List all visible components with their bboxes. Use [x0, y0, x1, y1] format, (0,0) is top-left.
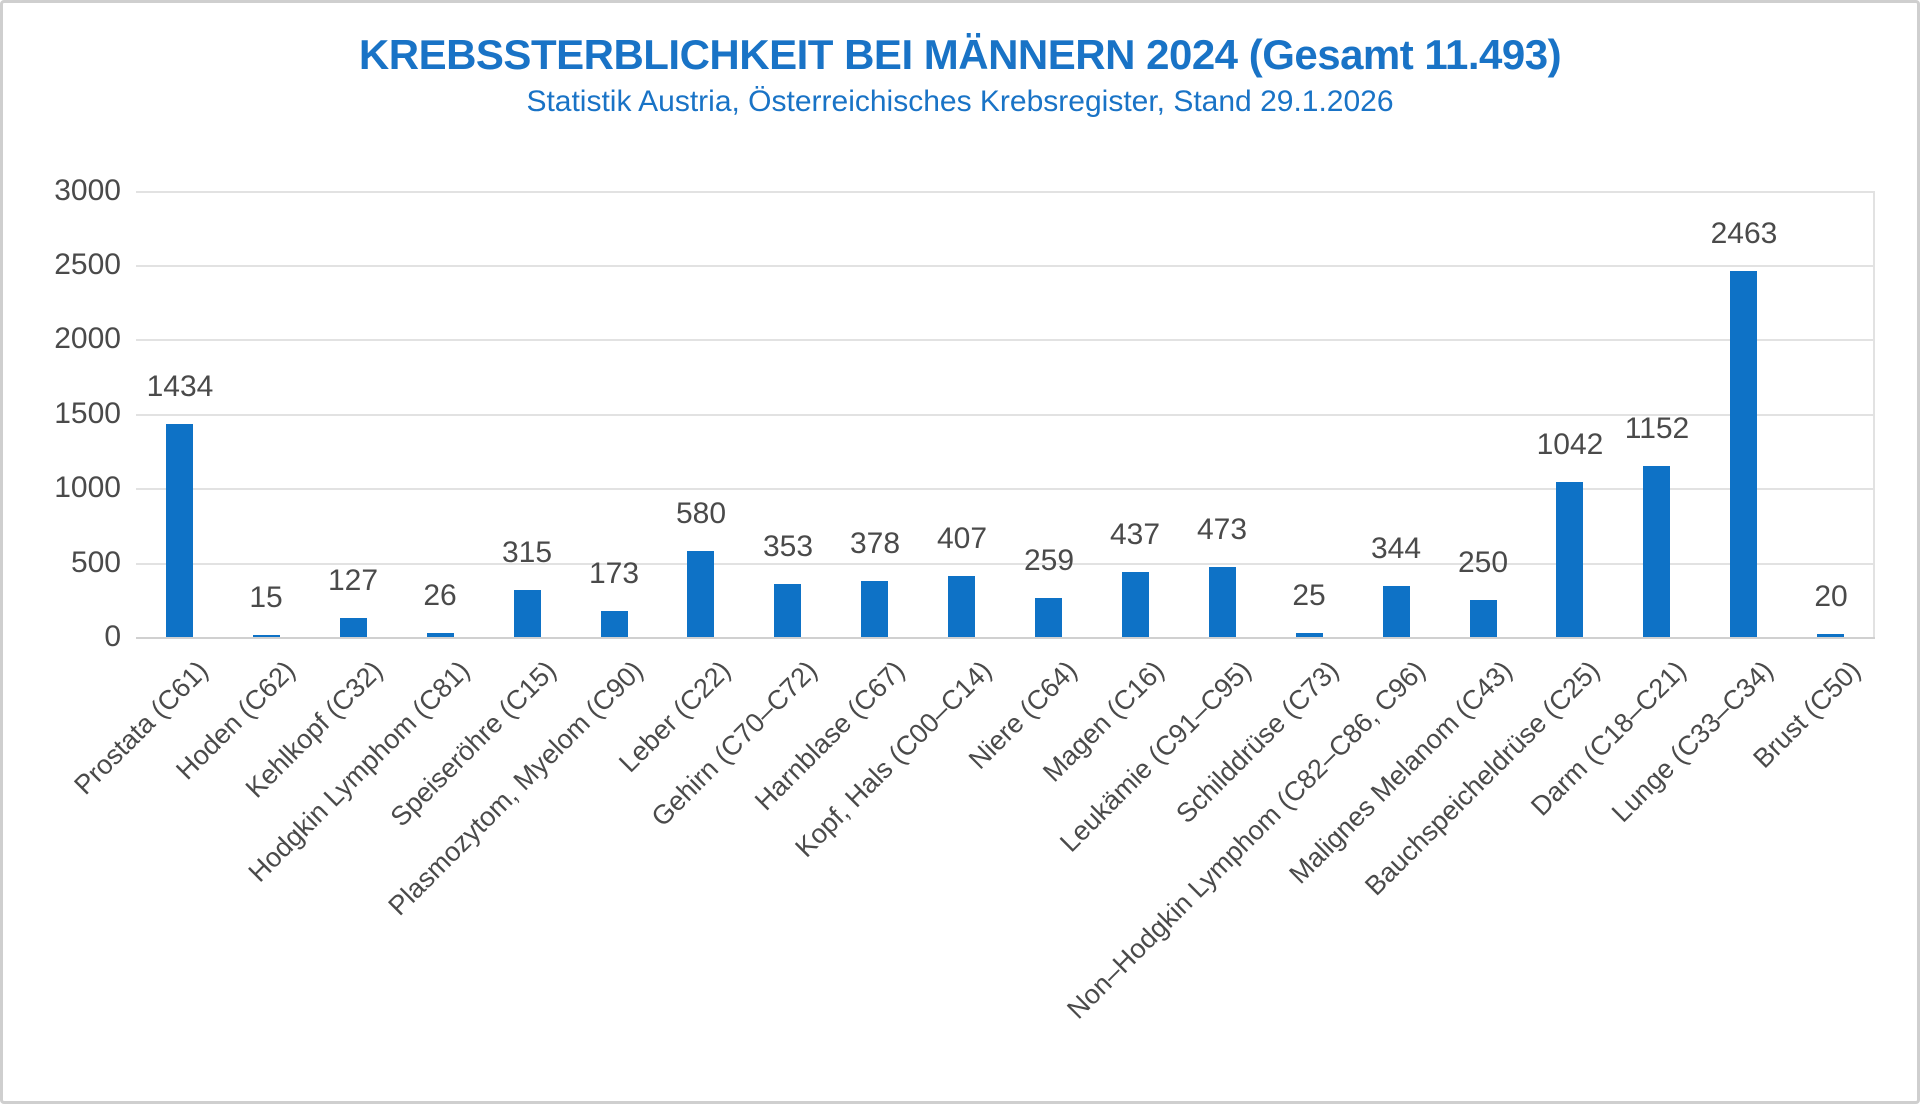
- bar: [1643, 466, 1670, 637]
- bar: [1383, 586, 1410, 637]
- x-axis-category-label: Harnblase (C67): [748, 655, 911, 817]
- gridline: [136, 563, 1875, 565]
- bar: [427, 633, 454, 637]
- bar-value-label: 15: [249, 581, 283, 614]
- y-axis-tick-label: 2500: [54, 248, 121, 281]
- bar: [861, 581, 888, 637]
- y-axis-tick-label: 2000: [54, 322, 121, 355]
- chart-subtitle: Statistik Austria, Österreichisches Kreb…: [526, 85, 1394, 118]
- gridline: [136, 414, 1875, 416]
- bar-value-label: 1042: [1536, 428, 1604, 461]
- gridline: [136, 265, 1875, 267]
- bar: [774, 584, 801, 637]
- bar-value-label: 1152: [1624, 412, 1690, 445]
- bar-value-label: 353: [762, 530, 814, 563]
- bar: [1209, 567, 1236, 637]
- bar-value-label: 20: [1814, 580, 1848, 613]
- bar-value-label: 173: [588, 557, 640, 590]
- bar: [1470, 600, 1497, 637]
- bar: [340, 618, 367, 637]
- gridline: [136, 488, 1875, 490]
- bar-value-label: 437: [1109, 518, 1161, 551]
- bar-value-label: 473: [1196, 513, 1248, 546]
- bar: [253, 635, 280, 637]
- bar-value-label: 250: [1457, 546, 1509, 579]
- bar-value-label: 127: [327, 564, 379, 597]
- bar: [166, 424, 193, 637]
- bar-value-label: 25: [1292, 579, 1326, 612]
- bar-value-label: 344: [1370, 532, 1422, 565]
- y-axis-tick-label: 500: [70, 546, 121, 579]
- bar-value-label: 315: [501, 536, 553, 569]
- bar-value-label: 1434: [146, 370, 214, 403]
- y-axis-tick-label: 1000: [54, 471, 121, 504]
- y-axis-tick-label: 0: [104, 620, 121, 653]
- bar: [1730, 271, 1757, 637]
- bar-value-label: 26: [423, 579, 457, 612]
- bar-value-label: 259: [1023, 544, 1075, 577]
- chart-title: KREBSSTERBLICHKEIT BEI MÄNNERN 2024 (Ges…: [358, 31, 1562, 78]
- x-axis-line: [136, 637, 1875, 639]
- bar: [601, 611, 628, 637]
- y-axis-tick-label: 3000: [54, 174, 121, 207]
- bar: [687, 551, 714, 637]
- bar-value-label: 2463: [1710, 217, 1778, 250]
- x-axis-category-label: Darm (C18–C21): [1525, 655, 1693, 822]
- gridline: [136, 339, 1875, 341]
- bar: [948, 576, 975, 637]
- y-axis-tick-label: 1500: [54, 397, 121, 430]
- bar: [514, 590, 541, 637]
- bar-value-label: 407: [936, 522, 988, 555]
- bar-value-label: 580: [675, 497, 727, 530]
- bar: [1122, 572, 1149, 637]
- bar: [1556, 482, 1583, 637]
- bar: [1296, 633, 1323, 637]
- x-axis-category-label: Schilddrüse (C73): [1170, 655, 1345, 830]
- plot-right-border: [1873, 191, 1875, 637]
- bar-value-label: 378: [849, 527, 901, 560]
- x-axis-category-label: Speiseröhre (C15): [385, 655, 563, 833]
- bar: [1817, 634, 1844, 637]
- x-axis-category-label: Lunge (C33–C34): [1606, 655, 1780, 828]
- gridline: [136, 191, 1875, 193]
- x-axis-category-label: Gehirn (C70–C72): [646, 655, 824, 833]
- bar: [1035, 598, 1062, 637]
